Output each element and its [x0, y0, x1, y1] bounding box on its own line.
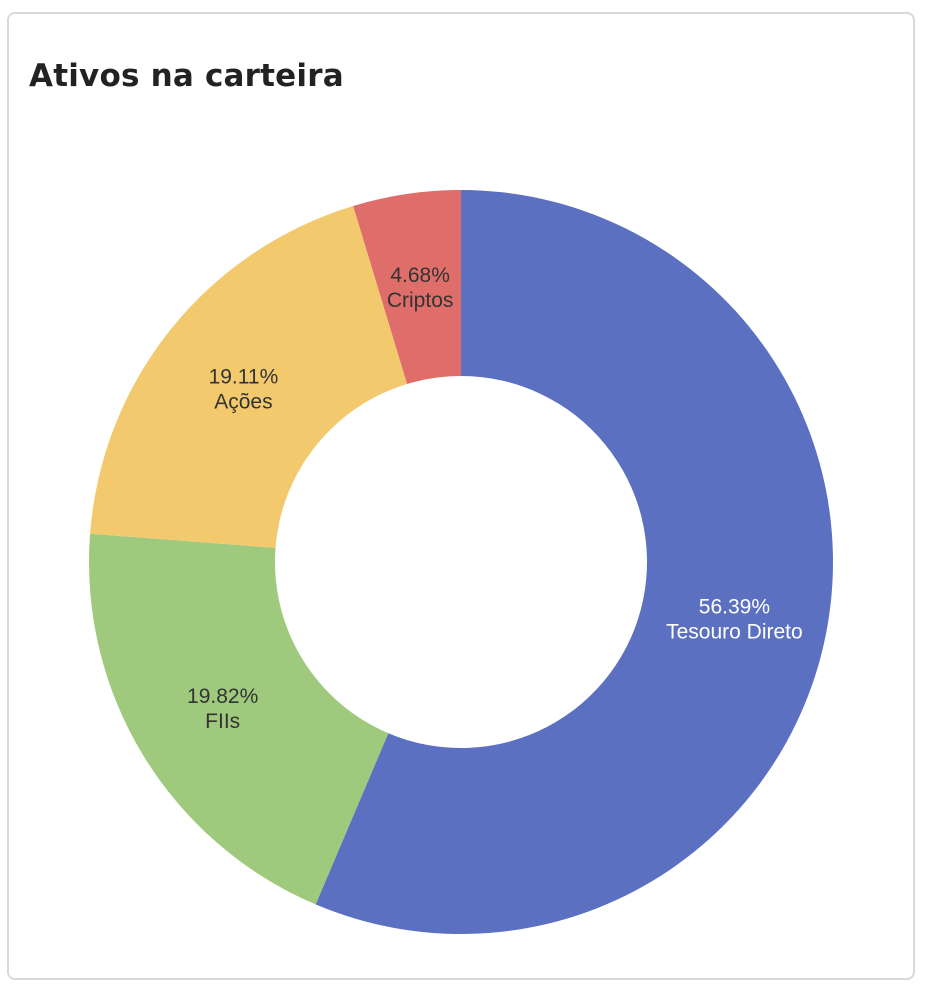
- slice-label-acoes: 19.11% Ações: [209, 365, 279, 413]
- slice-percent: 19.82%: [187, 685, 258, 708]
- slice-tesouro-direto[interactable]: [315, 190, 833, 934]
- slice-category: Ações: [214, 390, 272, 413]
- card-title: Ativos na carteira: [29, 58, 344, 94]
- slice-percent: 4.68%: [390, 264, 450, 287]
- slice-category: Criptos: [387, 289, 454, 312]
- slice-acoes[interactable]: [90, 205, 408, 548]
- slice-fiis[interactable]: [88, 533, 389, 905]
- slice-label-criptos: 4.68% Criptos: [387, 264, 454, 312]
- slice-percent: 56.39%: [699, 596, 770, 619]
- slice-criptos[interactable]: [353, 190, 461, 384]
- slice-category: FIIs: [205, 710, 240, 733]
- slice-percent: 19.11%: [209, 365, 279, 388]
- slice-category: Tesouro Direto: [666, 621, 803, 644]
- slice-label-fiis: 19.82% FIIs: [187, 685, 258, 733]
- slice-label-tesouro-direto: 56.39% Tesouro Direto: [666, 596, 803, 644]
